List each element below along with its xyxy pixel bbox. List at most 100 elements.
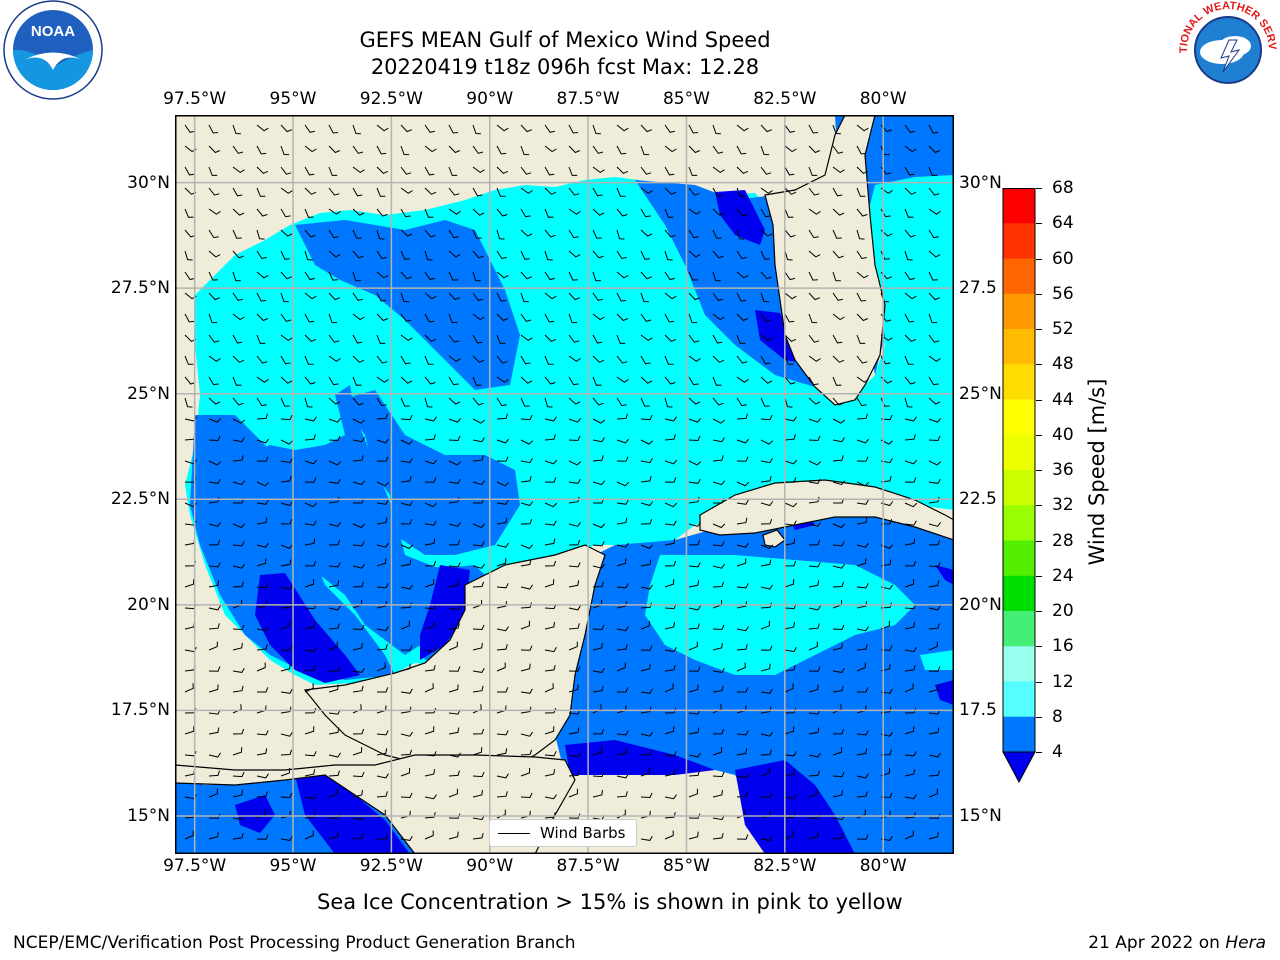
wind-barb-1104 <box>544 812 556 819</box>
wind-barb-551 <box>736 456 749 462</box>
colorbar-tickmark-12 <box>1036 611 1042 612</box>
wind-barb-1078 <box>712 789 723 798</box>
wind-barb-152 <box>664 208 674 218</box>
lon-tick-bottom-5: 85°W <box>662 856 710 876</box>
colorbar-tickmark-13 <box>1036 646 1042 648</box>
wind-barb-997 <box>352 747 363 756</box>
wind-barb-382 <box>640 355 651 365</box>
wind-barb-802 <box>424 621 435 630</box>
wind-barb-629 <box>232 523 246 529</box>
wind-barb-702 <box>400 559 412 567</box>
wind-barb-641 <box>520 519 533 525</box>
wind-barb-874 <box>568 666 581 672</box>
wind-barb-239 <box>376 271 389 279</box>
footer-date: 21 Apr 2022 on Hera <box>1088 933 1266 953</box>
wind-barb-737 <box>448 580 460 588</box>
wind-barb-657 <box>904 520 917 526</box>
wind-barb-415 <box>640 376 653 384</box>
wind-barb-253 <box>712 271 721 282</box>
wind-barb-1012 <box>712 747 723 756</box>
wind-barb-1058 <box>232 789 243 798</box>
wind-barb-391 <box>856 355 868 364</box>
wind-barb-1011 <box>688 752 702 758</box>
wind-barb-627 <box>184 520 197 526</box>
wind-barb-511 <box>568 435 581 442</box>
wind-barb-837 <box>472 642 483 651</box>
wind-barb-580 <box>640 475 652 483</box>
wind-barb-926 <box>232 704 242 714</box>
wind-barb-1057 <box>208 788 218 798</box>
wind-barb-283 <box>640 292 649 303</box>
wind-barb-50 <box>592 145 604 154</box>
wind-barb-401 <box>304 376 316 385</box>
lon-tick-top-0: 97.5°W <box>163 89 227 109</box>
wind-barb-558 <box>904 459 918 465</box>
colorbar-tickmark-15 <box>1036 716 1042 718</box>
wind-barb-448 <box>640 397 650 407</box>
wind-barb-1124 <box>232 832 244 840</box>
wind-barb-1083 <box>832 789 843 798</box>
wind-barb-968 <box>448 727 460 735</box>
wind-barb-463 <box>208 417 222 423</box>
wind-barb-97 <box>928 166 938 176</box>
wind-barb-349 <box>640 334 653 342</box>
wind-barb-104 <box>304 187 317 195</box>
wind-barb-439 <box>424 397 433 408</box>
wind-barb-728 <box>232 581 245 588</box>
wind-barb-246 <box>544 271 556 281</box>
wind-barb-808 <box>568 623 580 630</box>
wind-barb-681 <box>688 539 701 546</box>
lon-tick-bottom-3: 90°W <box>466 856 514 876</box>
wind-barb-404 <box>376 376 389 383</box>
wind-barb-1100 <box>448 813 461 819</box>
wind-barb-8 <box>376 124 389 132</box>
wind-barb-612 <box>616 499 629 505</box>
wind-barb-599 <box>304 502 318 508</box>
wind-barb-109 <box>424 187 437 195</box>
wind-barb-55 <box>712 145 724 154</box>
wind-barb-48 <box>544 145 557 153</box>
wind-barb-236 <box>304 271 316 281</box>
wind-barb-23 <box>736 124 749 132</box>
wind-barb-346 <box>568 334 580 343</box>
wind-barb-994 <box>280 749 293 756</box>
wind-barb-1042 <box>640 767 651 777</box>
wind-barb-1044 <box>688 770 700 777</box>
wind-barb-795 <box>256 626 269 632</box>
wind-barb-1000 <box>424 751 437 757</box>
wind-barb-473 <box>448 417 462 423</box>
wind-barb-344 <box>520 334 533 342</box>
wind-barb-216 <box>616 250 627 260</box>
wind-barb-895 <box>280 688 293 694</box>
wind-barb-928 <box>280 706 292 714</box>
wind-barb-146 <box>520 208 531 218</box>
wind-barb-454 <box>784 397 793 408</box>
wind-barb-749 <box>736 583 749 589</box>
wind-barb-579 <box>616 481 630 487</box>
wind-barb-880 <box>712 667 725 673</box>
wind-barb-644 <box>592 523 606 529</box>
wind-barb-274 <box>424 292 437 300</box>
wind-barb-1130 <box>376 834 389 840</box>
wind-barb-855 <box>904 647 917 653</box>
wind-barb-483 <box>688 417 702 423</box>
wind-barb-938 <box>520 706 532 714</box>
colorbar-tick-11: 24 <box>1052 565 1074 586</box>
wind-barb-5 <box>304 124 316 133</box>
wind-barb-813 <box>688 623 700 630</box>
wind-barb-513 <box>616 438 630 444</box>
wind-barb-171 <box>328 229 339 239</box>
wind-barb-648 <box>688 522 702 527</box>
wind-barb-765 <box>328 605 341 611</box>
wind-barb-852 <box>832 642 843 651</box>
colorbar-extend <box>1002 751 1036 784</box>
wind-barb-78 <box>472 166 485 174</box>
colorbar-tick-2: 60 <box>1052 248 1074 269</box>
wind-barb-823 <box>928 623 940 630</box>
wind-barb-656 <box>880 519 893 525</box>
wind-barb-668 <box>376 542 390 548</box>
wind-barb-921 <box>904 683 914 693</box>
wind-barb-1084 <box>856 791 868 798</box>
wind-barb-568 <box>352 480 366 486</box>
wind-barb-712 <box>640 559 652 567</box>
